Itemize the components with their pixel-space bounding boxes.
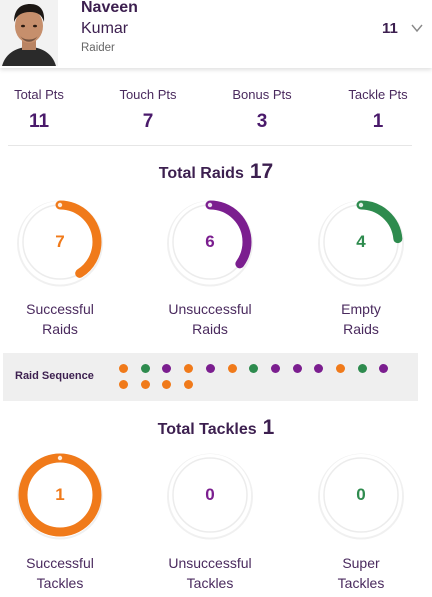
player-header: Naveen Kumar Raider 11 — [0, 0, 432, 68]
chevron-down-icon[interactable] — [410, 22, 424, 34]
stat-touch-pts: Touch Pts 7 — [102, 87, 194, 133]
raid-sequence-bar: Raid Sequence — [3, 353, 418, 401]
ring-value: 4 — [356, 232, 366, 251]
ring-track — [172, 457, 248, 533]
raid-dot-successful — [184, 380, 194, 389]
raid-dot-empty — [249, 364, 259, 373]
stat-value: 11 — [28, 111, 50, 132]
caption-line: Tackles — [36, 575, 84, 591]
raid-dot-unsuccessful — [205, 364, 215, 373]
ring-gauge — [318, 200, 404, 287]
ring-gauge — [17, 453, 103, 540]
stat-value: 3 — [256, 111, 268, 132]
stat-bonus-pts: Bonus Pts 3 — [216, 87, 308, 133]
caption-line: Tackles — [337, 575, 385, 591]
ring-gauge — [167, 200, 253, 287]
total-raids-label: Total Raids — [158, 165, 244, 182]
total-tackles-label: Total Tackles — [157, 421, 257, 438]
ring-successful-raids: 7 — [14, 196, 106, 288]
ring-gauge — [17, 200, 103, 287]
caption-line: Tackles — [186, 575, 234, 591]
raid-dot-successful — [184, 364, 194, 373]
stat-label: Tackle Pts — [348, 87, 408, 102]
raid-dot-unsuccessful — [314, 364, 324, 373]
total-raids-count: 17 — [249, 160, 274, 183]
caption-super-tackles: Super Tackles — [306, 553, 416, 593]
ring-start-marker — [57, 202, 63, 208]
caption-successful-tackles: Successful Tackles — [5, 553, 115, 593]
ring-unsuccessful-raids: 6 — [164, 196, 256, 288]
total-raids-heading: Total Raids 17 — [0, 160, 432, 184]
caption-unsuccessful-raids: Unsuccessful Raids — [155, 299, 265, 339]
ring-empty-raids: 4 — [315, 196, 407, 288]
ring-value: 6 — [205, 232, 215, 251]
total-tackles-count: 1 — [262, 416, 275, 439]
stat-label: Total Pts — [14, 87, 64, 102]
caption-line: Successful — [26, 301, 94, 317]
caption-line: Successful — [26, 555, 94, 571]
ring-gauge — [167, 453, 253, 540]
raid-dot-unsuccessful — [292, 364, 302, 373]
ring-value: 7 — [55, 232, 65, 251]
raid-dot-successful — [119, 364, 128, 373]
ring-start-marker — [207, 202, 213, 208]
ring-value: 0 — [205, 485, 215, 504]
raid-dot-unsuccessful — [162, 364, 172, 373]
ring-super-tackles: 0 — [315, 449, 407, 541]
caption-line: Super — [342, 555, 380, 571]
ring-gauge — [318, 453, 404, 540]
caption-line: Raids — [343, 321, 379, 337]
caption-unsuccessful-tackles: Unsuccessful Tackles — [155, 553, 265, 593]
caption-line: Unsuccessful — [168, 555, 252, 571]
stat-label: Touch Pts — [119, 87, 177, 102]
raid-dot-empty — [357, 364, 367, 373]
ring-successful-tackles: 1 — [14, 449, 106, 541]
stat-value: 1 — [372, 111, 384, 132]
raid-dot-empty — [140, 364, 150, 373]
player-avatar — [0, 0, 58, 66]
caption-successful-raids: Successful Raids — [5, 299, 115, 339]
raid-dot-unsuccessful — [270, 364, 280, 373]
ring-value: 0 — [356, 485, 366, 504]
caption-empty-raids: Empty Raids — [306, 299, 416, 339]
player-role: Raider — [81, 42, 115, 54]
ring-unsuccessful-tackles: 0 — [164, 449, 256, 541]
raid-dot-successful — [140, 380, 150, 389]
jersey-number[interactable]: 11 — [382, 20, 398, 37]
stat-label: Bonus Pts — [232, 87, 292, 102]
raid-dot-successful — [119, 380, 128, 389]
ring-start-marker — [358, 202, 364, 208]
stat-value: 7 — [142, 111, 154, 132]
caption-line: Raids — [42, 321, 78, 337]
player-first-name: Naveen — [81, 0, 138, 16]
ring-value: 1 — [55, 485, 65, 504]
ring-track — [323, 457, 399, 533]
raid-dot-unsuccessful — [379, 364, 389, 373]
caption-line: Raids — [192, 321, 228, 337]
total-tackles-heading: Total Tackles 1 — [0, 416, 432, 440]
raid-sequence-label: Raid Sequence — [15, 370, 94, 382]
section-divider — [8, 145, 412, 146]
player-last-name: Kumar — [81, 20, 129, 37]
raid-dot-successful — [162, 380, 172, 389]
caption-line: Empty — [341, 301, 381, 317]
stat-total-pts: Total Pts 11 — [0, 87, 85, 133]
stat-tackle-pts: Tackle Pts 1 — [332, 87, 424, 133]
ring-start-marker — [57, 455, 63, 461]
raid-dot-successful — [336, 364, 345, 373]
raid-dot-successful — [227, 364, 237, 373]
caption-line: Unsuccessful — [168, 301, 252, 317]
